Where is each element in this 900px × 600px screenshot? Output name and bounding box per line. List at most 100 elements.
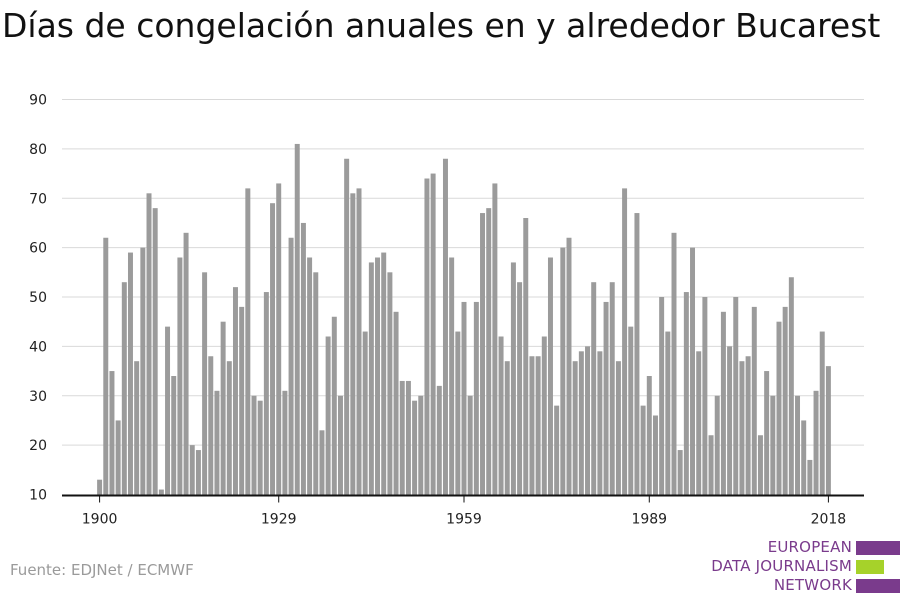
bar-1983 [609,282,615,495]
bar-1961 [473,301,479,495]
bar-1946 [381,252,387,495]
bar-1981 [597,351,603,495]
bar-2000 [714,395,720,495]
bar-1988 [640,405,646,495]
bar-1978 [578,351,584,495]
bar-2018 [825,366,831,495]
bar-1996 [690,247,696,495]
bar-1911 [165,326,171,495]
source-note: Fuente: EDJNet / ECMWF [10,561,194,579]
y-tick-label: 80 [29,142,47,158]
bar-1906 [134,361,140,495]
bar-2012 [788,277,794,495]
bar-1942 [356,188,362,495]
bar-2010 [776,321,782,495]
y-tick-label: 40 [29,339,47,355]
bar-1909 [152,208,158,495]
bar-1900 [97,479,103,495]
bar-1938 [331,316,337,495]
bar-1963 [486,208,492,495]
bar-1951 [412,400,418,495]
bar-1916 [195,450,201,495]
bar-1991 [659,297,665,495]
bar-2001 [720,311,726,495]
y-tick-label: 30 [29,389,47,405]
bar-1939 [337,395,343,495]
bar-2008 [764,371,770,495]
chart-title: Días de congelación anuales en y alreded… [2,6,881,45]
logo-bar-purple-top [856,541,900,555]
bar-1960 [467,395,473,495]
bar-1977 [572,361,578,495]
bar-1984 [615,361,621,495]
bar-1956 [442,158,448,495]
bar-1964 [492,183,498,495]
bar-1971 [535,356,541,495]
bar-1970 [529,356,535,495]
bar-1973 [547,257,553,495]
bar-1945 [375,257,381,495]
bar-1923 [239,306,245,495]
bar-1948 [393,311,399,495]
bar-1997 [696,351,702,495]
bar-1902 [109,371,115,495]
bar-1982 [603,301,609,495]
bar-1958 [455,331,461,495]
bar-1955 [436,385,442,495]
bar-1913 [177,257,183,495]
bar-1910 [158,489,164,495]
bar-1969 [523,218,529,495]
bar-1943 [362,331,368,495]
bar-1912 [171,376,177,495]
bar-2013 [795,395,801,495]
x-tick-label: 1929 [261,512,297,528]
bar-1990 [652,415,658,495]
bar-1908 [146,193,152,495]
y-tick-label: 70 [29,191,47,207]
bar-1944 [368,262,374,495]
bar-1993 [671,232,677,495]
bar-1974 [554,405,560,495]
bar-1966 [504,361,510,495]
bar-1994 [677,450,683,495]
bar-1917 [202,272,208,495]
bar-1999 [708,435,714,495]
bar-1947 [387,272,393,495]
bar-1989 [646,376,652,495]
bar-1931 [288,237,294,495]
bar-1995 [683,292,689,495]
bar-1927 [263,292,269,495]
bar-2007 [757,435,763,495]
bar-2004 [739,361,745,495]
bar-1998 [702,297,708,495]
bar-1904 [121,282,127,495]
bar-2006 [751,306,757,495]
bar-1986 [628,326,634,495]
bar-1941 [350,193,356,495]
bar-2014 [801,420,807,495]
bar-1980 [591,282,597,495]
bar-2009 [770,395,776,495]
y-tick-label: 60 [29,241,47,257]
bar-1953 [424,178,430,495]
bar-1905 [127,252,133,495]
bar-1925 [251,395,257,495]
bar-1918 [208,356,214,495]
axes: 10 20 30 40 50 60 70 80 90 1900 1929 1959 1989 2018 [29,93,864,528]
bar-1928 [270,203,276,495]
bar-1962 [480,213,486,495]
bar-1924 [245,188,251,495]
bar-1921 [226,361,232,495]
x-tick-label: 1959 [446,512,482,528]
bar-1985 [622,188,628,495]
bar-1968 [517,282,523,495]
y-tick-label: 90 [29,93,47,109]
x-tick-label: 1989 [631,512,667,528]
bar-1937 [325,336,331,495]
bar-1976 [566,237,572,495]
bar-1907 [140,247,146,495]
logo-line-european: EUROPEAN [767,538,852,556]
y-tick-label: 20 [29,438,47,454]
bar-1935 [313,272,319,495]
bar-1979 [585,346,591,495]
